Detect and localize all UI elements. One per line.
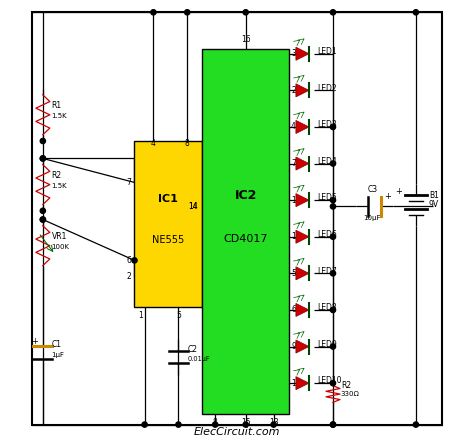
Polygon shape bbox=[296, 194, 309, 207]
Circle shape bbox=[40, 139, 46, 143]
Polygon shape bbox=[296, 121, 309, 133]
Circle shape bbox=[330, 344, 336, 349]
Text: 14: 14 bbox=[188, 202, 198, 210]
Circle shape bbox=[271, 422, 276, 427]
Circle shape bbox=[212, 422, 218, 427]
Text: ElecCircuit.com: ElecCircuit.com bbox=[194, 427, 280, 437]
Polygon shape bbox=[296, 47, 309, 60]
Text: 9V: 9V bbox=[429, 200, 439, 209]
Text: LED2: LED2 bbox=[317, 84, 337, 93]
Text: 5: 5 bbox=[291, 269, 296, 278]
Text: 14: 14 bbox=[188, 202, 198, 210]
Text: 2: 2 bbox=[291, 86, 296, 95]
Text: CD4017: CD4017 bbox=[223, 234, 268, 244]
Circle shape bbox=[40, 217, 46, 222]
Text: C1: C1 bbox=[52, 341, 62, 349]
Polygon shape bbox=[296, 304, 309, 316]
Circle shape bbox=[330, 161, 336, 166]
Text: 1.5K: 1.5K bbox=[52, 183, 67, 189]
Text: 7: 7 bbox=[291, 159, 296, 168]
Bar bbox=[135, 141, 202, 307]
Text: 3: 3 bbox=[204, 211, 209, 220]
Circle shape bbox=[330, 381, 336, 386]
Circle shape bbox=[330, 204, 336, 209]
Text: 4: 4 bbox=[151, 139, 156, 148]
Text: 3: 3 bbox=[291, 49, 296, 58]
Text: C3: C3 bbox=[367, 186, 377, 194]
Text: LED7: LED7 bbox=[317, 267, 337, 276]
Text: LED8: LED8 bbox=[317, 303, 337, 312]
Circle shape bbox=[151, 10, 156, 15]
Circle shape bbox=[330, 234, 336, 239]
Text: LED10: LED10 bbox=[317, 377, 341, 385]
Circle shape bbox=[142, 422, 147, 427]
Polygon shape bbox=[296, 340, 309, 353]
Text: 1: 1 bbox=[291, 232, 296, 241]
Text: IC1: IC1 bbox=[158, 194, 178, 204]
Text: 8: 8 bbox=[185, 139, 190, 148]
Text: C2: C2 bbox=[187, 345, 197, 354]
Circle shape bbox=[40, 156, 46, 161]
Circle shape bbox=[40, 217, 46, 222]
Text: 6: 6 bbox=[291, 305, 296, 315]
Text: LED6: LED6 bbox=[317, 230, 337, 239]
Text: 10: 10 bbox=[291, 196, 301, 205]
Circle shape bbox=[330, 125, 336, 129]
Text: 5: 5 bbox=[176, 311, 181, 320]
Text: 330Ω: 330Ω bbox=[341, 391, 360, 397]
Polygon shape bbox=[296, 230, 309, 243]
Text: B1: B1 bbox=[429, 191, 439, 200]
Text: 13: 13 bbox=[269, 418, 278, 427]
Bar bbox=[202, 49, 289, 414]
Text: 4: 4 bbox=[291, 122, 296, 132]
Text: LED3: LED3 bbox=[317, 120, 337, 129]
Text: LED4: LED4 bbox=[317, 157, 337, 166]
Text: 9: 9 bbox=[291, 342, 296, 351]
Text: +: + bbox=[384, 191, 391, 201]
Circle shape bbox=[40, 156, 46, 161]
Circle shape bbox=[184, 10, 190, 15]
Text: 1μF: 1μF bbox=[52, 352, 64, 358]
Text: 6: 6 bbox=[126, 256, 131, 265]
Circle shape bbox=[132, 258, 137, 263]
Text: 1: 1 bbox=[138, 311, 144, 320]
Polygon shape bbox=[296, 84, 309, 97]
Circle shape bbox=[330, 307, 336, 312]
Circle shape bbox=[413, 10, 419, 15]
Text: NE555: NE555 bbox=[152, 235, 184, 246]
Text: 2: 2 bbox=[126, 272, 131, 282]
Circle shape bbox=[330, 422, 336, 427]
Text: 0.01μF: 0.01μF bbox=[187, 356, 210, 362]
Text: R2: R2 bbox=[52, 171, 62, 180]
Polygon shape bbox=[296, 267, 309, 280]
Circle shape bbox=[330, 198, 336, 203]
Text: 1.5K: 1.5K bbox=[52, 114, 67, 119]
Circle shape bbox=[243, 10, 248, 15]
Circle shape bbox=[243, 422, 248, 427]
Circle shape bbox=[330, 422, 336, 427]
Text: 100K: 100K bbox=[52, 244, 70, 250]
Circle shape bbox=[40, 208, 46, 213]
Text: 10μF: 10μF bbox=[364, 216, 381, 221]
Text: R1: R1 bbox=[52, 101, 62, 110]
Text: 15: 15 bbox=[241, 418, 251, 427]
Polygon shape bbox=[296, 377, 309, 390]
Text: IC2: IC2 bbox=[235, 189, 257, 202]
Text: 8: 8 bbox=[213, 418, 218, 427]
Text: LED5: LED5 bbox=[317, 194, 337, 202]
Text: LED9: LED9 bbox=[317, 340, 337, 349]
Text: 11: 11 bbox=[291, 379, 301, 388]
Circle shape bbox=[330, 271, 336, 276]
Text: LED1: LED1 bbox=[317, 47, 337, 56]
Text: VR1: VR1 bbox=[52, 232, 67, 241]
Text: +: + bbox=[31, 337, 37, 346]
Text: 16: 16 bbox=[241, 35, 251, 44]
Polygon shape bbox=[296, 157, 309, 170]
Circle shape bbox=[176, 422, 181, 427]
Text: +: + bbox=[395, 187, 402, 196]
Text: 7: 7 bbox=[126, 178, 131, 187]
Circle shape bbox=[413, 422, 419, 427]
Text: R2: R2 bbox=[341, 381, 351, 389]
Circle shape bbox=[330, 10, 336, 15]
